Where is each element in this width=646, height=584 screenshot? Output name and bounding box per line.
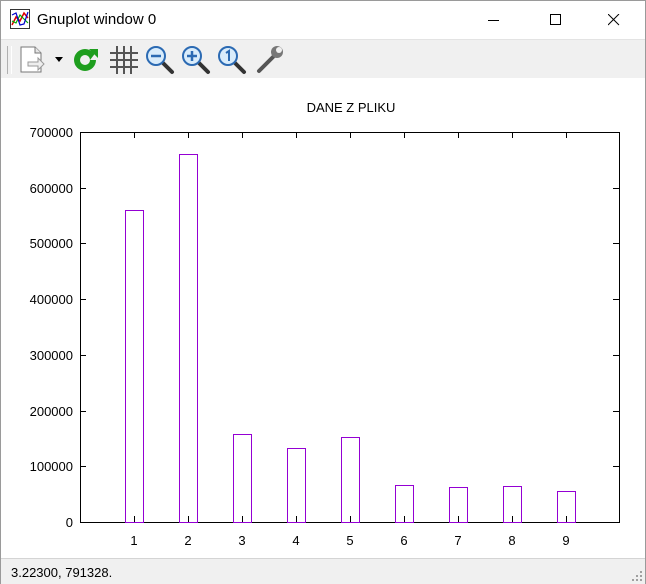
plot-area[interactable]: DANE Z PLIKU 0 100000 200000 300000 400000 50… — [1, 78, 645, 557]
toolbar-grip[interactable] — [7, 46, 12, 74]
replot-button[interactable] — [69, 43, 101, 75]
x-tick-label: 8 — [508, 533, 515, 548]
bar — [233, 434, 252, 523]
close-icon — [608, 14, 620, 26]
copy-print-button[interactable] — [15, 43, 65, 75]
zoom-out-icon — [146, 46, 174, 74]
bar — [125, 210, 144, 523]
zoom-out-button[interactable] — [143, 43, 175, 75]
minimize-button[interactable] — [471, 1, 517, 39]
x-tick-label: 3 — [238, 533, 245, 548]
zoom-in-icon — [182, 46, 210, 74]
close-button[interactable] — [591, 1, 637, 39]
plot-border — [80, 132, 620, 523]
x-tick-label: 9 — [562, 533, 569, 548]
gnuplot-app-icon — [10, 9, 30, 29]
zoom-reset-icon — [218, 46, 246, 74]
y-tick-label: 500000 — [30, 236, 73, 251]
bar-chart: DANE Z PLIKU 0 100000 200000 300000 400000 50… — [30, 100, 620, 548]
y-tick-label: 600000 — [30, 181, 73, 196]
minimize-icon — [488, 20, 499, 21]
x-tick-label: 7 — [454, 533, 461, 548]
y-tick-label: 0 — [66, 515, 73, 530]
maximize-button[interactable] — [533, 1, 579, 39]
zoom-reset-button[interactable] — [215, 43, 247, 75]
x-tick-label: 4 — [292, 533, 299, 548]
bar — [179, 154, 198, 523]
y-tick-label: 700000 — [30, 125, 73, 140]
bar — [503, 486, 522, 523]
toolbar — [1, 39, 645, 79]
bar — [395, 485, 414, 523]
x-tick-label: 6 — [400, 533, 407, 548]
maximize-icon — [550, 14, 561, 25]
bar — [449, 487, 468, 523]
settings-button[interactable] — [253, 43, 285, 75]
copy-print-icon — [20, 46, 63, 73]
zoom-in-button[interactable] — [179, 43, 211, 75]
window-title: Gnuplot window 0 — [37, 11, 157, 28]
title-bar[interactable]: Gnuplot window 0 — [1, 1, 645, 39]
y-tick-label: 300000 — [30, 348, 73, 363]
x-tick-label: 2 — [184, 533, 191, 548]
grid-button[interactable] — [107, 43, 139, 75]
y-tick-label: 400000 — [30, 292, 73, 307]
grid-icon — [110, 46, 138, 74]
replot-icon — [74, 49, 98, 71]
chart-title: DANE Z PLIKU — [307, 100, 396, 115]
x-tick-label: 5 — [346, 533, 353, 548]
resize-grip-icon[interactable] — [631, 570, 643, 582]
status-bar: 3.22300, 791328. — [1, 558, 645, 584]
y-tick-label: 100000 — [30, 459, 73, 474]
bar — [341, 437, 360, 523]
bar — [287, 448, 306, 523]
settings-wrench-icon — [257, 46, 283, 73]
x-tick-label: 1 — [130, 533, 137, 548]
bar — [557, 491, 576, 523]
y-tick-label: 200000 — [30, 404, 73, 419]
mouse-coordinates: 3.22300, 791328. — [11, 565, 113, 580]
